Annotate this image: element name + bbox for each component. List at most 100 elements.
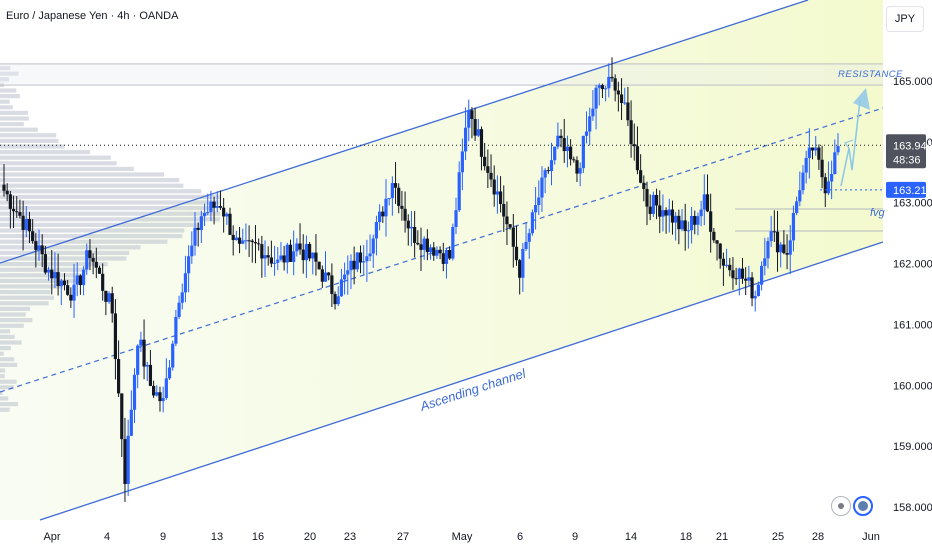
volume-profile-bar bbox=[0, 306, 31, 311]
chart-settings-icon[interactable] bbox=[831, 496, 851, 516]
candle bbox=[171, 340, 175, 371]
candle bbox=[689, 206, 694, 244]
candle bbox=[390, 176, 394, 216]
volume-profile-bar bbox=[0, 206, 213, 211]
candle bbox=[441, 242, 445, 272]
candle-body bbox=[779, 244, 783, 253]
volume-profile-bar bbox=[0, 88, 17, 93]
candle-body bbox=[304, 243, 309, 261]
candle-body bbox=[817, 147, 821, 160]
x-tick-label: 6 bbox=[517, 531, 523, 543]
candle bbox=[572, 156, 576, 163]
candle bbox=[728, 258, 732, 277]
candle bbox=[136, 344, 140, 389]
volume-profile-bar bbox=[0, 407, 10, 412]
candle bbox=[814, 136, 818, 156]
candle bbox=[428, 244, 433, 260]
candle-body bbox=[381, 211, 385, 217]
candle bbox=[791, 205, 796, 252]
candle-body bbox=[413, 226, 417, 243]
candle-body bbox=[798, 190, 802, 202]
candle-body bbox=[113, 313, 118, 360]
candle-body bbox=[632, 144, 636, 147]
candle-body bbox=[613, 78, 617, 91]
candle bbox=[492, 165, 496, 207]
candle-body bbox=[101, 273, 105, 291]
volume-profile-bar bbox=[0, 346, 11, 351]
candle bbox=[820, 145, 824, 189]
candle bbox=[139, 331, 143, 352]
volume-profile-bar bbox=[0, 228, 185, 233]
candle-body bbox=[43, 254, 47, 273]
candle bbox=[88, 239, 92, 271]
x-tick-label: May bbox=[452, 531, 473, 543]
y-tick-label: 158.000 bbox=[893, 502, 932, 514]
volume-profile-bar bbox=[0, 133, 57, 138]
candle-body bbox=[693, 215, 697, 225]
candle-body bbox=[578, 168, 582, 174]
candle-body bbox=[788, 240, 792, 255]
toggle-indicators-icon[interactable] bbox=[853, 496, 873, 516]
volume-profile bbox=[0, 66, 222, 412]
candle-body bbox=[498, 191, 503, 205]
candle-body bbox=[355, 252, 359, 270]
candle-body bbox=[476, 129, 480, 136]
x-tick-label: 28 bbox=[812, 531, 824, 543]
candle-body bbox=[594, 87, 598, 109]
candle-body bbox=[314, 252, 318, 262]
candle-body bbox=[772, 231, 776, 233]
volume-profile-bar bbox=[0, 66, 11, 71]
candle bbox=[5, 183, 9, 202]
candle-body bbox=[346, 270, 350, 275]
candle-body bbox=[807, 147, 811, 158]
candle bbox=[559, 129, 563, 148]
volume-profile-bar bbox=[0, 340, 22, 345]
candle bbox=[696, 212, 700, 236]
candle-body bbox=[209, 201, 213, 213]
candle-body bbox=[556, 135, 560, 147]
candle-body bbox=[460, 151, 464, 173]
candle-body bbox=[731, 270, 735, 279]
candle bbox=[645, 181, 649, 226]
candle-body bbox=[721, 258, 726, 266]
candle bbox=[196, 222, 200, 247]
candle-body bbox=[540, 177, 544, 198]
y-tick-label: 161.000 bbox=[893, 319, 932, 331]
candle bbox=[610, 57, 614, 82]
candle-body bbox=[145, 364, 149, 367]
candle bbox=[693, 210, 697, 235]
candle bbox=[69, 287, 73, 308]
volume-profile-bar bbox=[0, 110, 29, 115]
candle bbox=[107, 291, 111, 304]
candle-body bbox=[801, 172, 805, 191]
candle bbox=[327, 272, 331, 281]
candle-body bbox=[416, 242, 420, 245]
currency-button[interactable]: JPY bbox=[886, 6, 924, 32]
candle bbox=[152, 380, 156, 399]
volume-profile-bar bbox=[0, 138, 59, 143]
x-tick-label: 20 bbox=[304, 531, 316, 543]
candle-body bbox=[604, 88, 608, 90]
last-price-label: 163.944 bbox=[893, 140, 932, 152]
candle-body bbox=[66, 285, 70, 295]
candle-body bbox=[572, 159, 576, 161]
symbol-title: Euro / Japanese Yen · 4h · OANDA bbox=[6, 10, 179, 22]
candle bbox=[285, 242, 289, 274]
candle-body bbox=[97, 267, 102, 274]
candle-body bbox=[833, 152, 837, 174]
candle bbox=[27, 211, 32, 244]
candle bbox=[333, 291, 337, 310]
x-tick-label: 21 bbox=[716, 531, 728, 543]
volume-profile-bar bbox=[0, 161, 117, 166]
candle-body bbox=[444, 249, 449, 264]
candle bbox=[260, 235, 264, 278]
candle bbox=[282, 245, 286, 271]
candle-body bbox=[489, 172, 493, 180]
candle-body bbox=[584, 131, 589, 136]
candle-body bbox=[56, 272, 60, 287]
candle bbox=[145, 361, 149, 382]
x-tick-label: 16 bbox=[252, 531, 264, 543]
candle bbox=[129, 390, 133, 437]
